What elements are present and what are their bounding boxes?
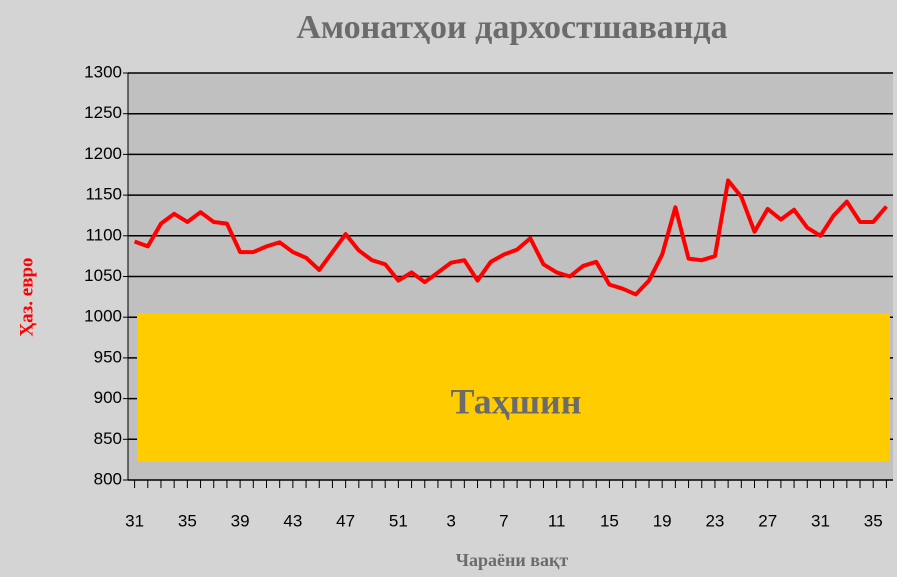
- x-tick-label: 47: [336, 511, 355, 530]
- y-tick-label: 1150: [85, 185, 122, 204]
- y-tick-label: 1300: [84, 62, 122, 81]
- y-tick-label: 900: [94, 388, 122, 407]
- y-tick-label: 850: [94, 429, 122, 448]
- y-tick-label: 1200: [84, 144, 122, 163]
- x-tick-label: 27: [758, 511, 777, 530]
- x-tick-label: 31: [125, 511, 144, 530]
- x-tick-label: 35: [864, 511, 883, 530]
- x-tick-label: 51: [389, 511, 408, 530]
- y-tick-label: 1100: [85, 225, 122, 244]
- x-tick-label: 3: [446, 511, 455, 530]
- data-line: [133, 178, 888, 297]
- x-tick-label: 11: [548, 511, 566, 530]
- x-tick-label: 15: [600, 511, 619, 530]
- y-tick-label: 950: [94, 347, 122, 366]
- x-tick-label: 19: [653, 511, 672, 530]
- x-tick-label: 43: [283, 511, 302, 530]
- y-tick-label: 800: [94, 469, 122, 488]
- x-tick-label: 7: [499, 511, 508, 530]
- y-tick-label: 1050: [84, 266, 122, 285]
- x-tick-label: 35: [178, 511, 197, 530]
- x-tick-label: 39: [231, 511, 250, 530]
- x-axis-label: Чараёни вақт: [456, 550, 569, 570]
- annotation: Таҳшин: [451, 381, 582, 421]
- chart-title: Амонатҳои дархостшаванда: [296, 9, 727, 46]
- y-tick-label: 1000: [84, 307, 122, 326]
- x-tick-label: 23: [705, 511, 724, 530]
- y-axis-label: Ҳаз. евро: [16, 257, 37, 336]
- y-tick-label: 1250: [84, 103, 122, 122]
- x-tick-label: 31: [811, 511, 830, 530]
- highlight-band: [137, 313, 890, 462]
